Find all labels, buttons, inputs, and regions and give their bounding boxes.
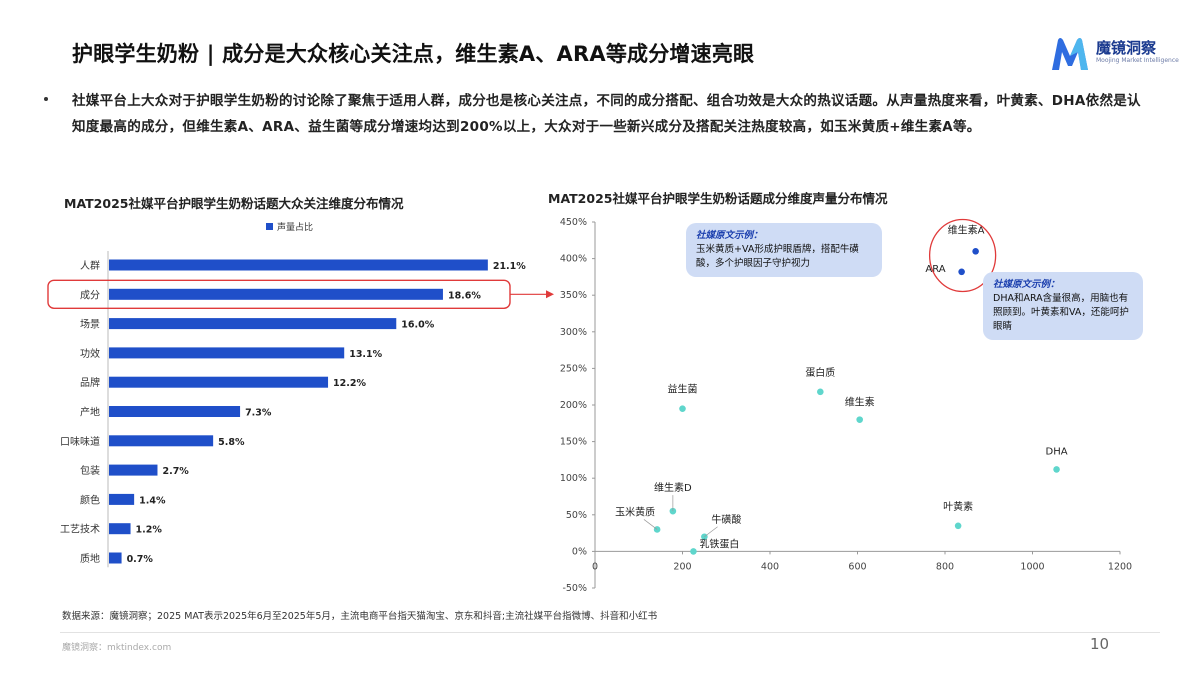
bar-chart-title: MAT2025社媒平台护眼学生奶粉话题大众关注维度分布情况 (64, 196, 404, 211)
scatter-chart: -50% 0% 50% 100% 150% 200% 250% 300% 350% 400% 450… (560, 217, 1132, 594)
bar (109, 376, 329, 388)
y-tick-label: 250% (560, 363, 587, 374)
bar-value-label: 16.0% (401, 320, 434, 331)
x-tick-label: 200 (673, 561, 691, 572)
bar-value-label: 21.1% (493, 261, 526, 272)
footer-site: 魔镜洞察：mktindex.com (62, 643, 172, 653)
category-label: 品牌 (80, 376, 100, 389)
category-label: 功效 (80, 347, 100, 360)
x-tick-label: 800 (936, 561, 954, 572)
point-label: 益生菌 (668, 383, 698, 396)
footer-divider (60, 632, 1160, 633)
x-tick-label: 400 (761, 561, 779, 572)
logo-mark-icon (1052, 38, 1088, 70)
bar-value-label: 18.6% (448, 290, 481, 301)
bar-value-label: 1.4% (139, 495, 166, 506)
point-label: 玉米黄质 (615, 505, 655, 518)
category-label: 颜色 (80, 493, 100, 506)
bar (109, 288, 443, 300)
data-source-note: 数据来源：魔镜洞察；2025 MAT表示2025年6月至2025年5月，主流电商… (62, 611, 658, 622)
category-label: 产地 (80, 406, 100, 419)
bar-value-label: 5.8% (218, 437, 245, 448)
point-label: 叶黄素 (943, 500, 973, 513)
bar (109, 552, 122, 564)
point-label: 维生素 (845, 396, 875, 409)
x-tick-label: 600 (848, 561, 866, 572)
y-tick-label: 150% (560, 437, 587, 448)
y-tick-label: -50% (562, 583, 587, 594)
category-label: 工艺技术 (60, 523, 100, 536)
category-label: 成分 (80, 289, 100, 301)
category-label: 场景 (80, 318, 100, 331)
bar-value-label: 12.2% (333, 378, 366, 389)
point-label: 维生素A (948, 223, 985, 236)
scatter-point (1053, 466, 1060, 473)
callout-text: DHA和ARA含量很高，用脑也有照顾到。叶黄素和VA，还能呵护眼睛 (993, 293, 1129, 332)
scatter-point (679, 405, 686, 412)
point-label: ARA (925, 264, 945, 275)
page-title: 护眼学生奶粉 | 成分是大众核心关注点，维生素A、ARA等成分增速亮眼 (72, 42, 755, 66)
leader-line (643, 519, 658, 530)
bar (109, 435, 214, 447)
callout-example-1: 社媒原文示例： 玉米黄质+VA形成护眼盾牌，搭配牛磺酸，多个护眼因子守护视力 (686, 223, 882, 277)
bar-value-label: 0.7% (127, 554, 154, 565)
y-tick-label: 300% (560, 327, 587, 338)
bar (109, 493, 135, 505)
scatter-point (972, 247, 979, 255)
y-tick-label: 200% (560, 400, 587, 411)
legend-swatch (266, 223, 273, 230)
summary-text: 社媒平台上大众对于护眼学生奶粉的讨论除了聚焦于适用人群，成分也是核心关注点，不同… (72, 93, 1141, 135)
bar (109, 347, 345, 359)
logo-subtitle: Moojing Market Intelligence (1096, 57, 1179, 64)
point-label: 牛磺酸 (711, 513, 741, 526)
x-tick-label: 1000 (1020, 561, 1044, 572)
category-label: 人群 (80, 259, 100, 272)
bar (109, 406, 241, 417)
callout-text: 玉米黄质+VA形成护眼盾牌，搭配牛磺酸，多个护眼因子守护视力 (696, 244, 859, 269)
scatter-point (954, 522, 962, 530)
bar (109, 523, 131, 535)
y-tick-label: 50% (566, 510, 587, 521)
category-label: 包装 (80, 464, 100, 477)
logo-name: 魔镜洞察 (1096, 39, 1157, 57)
logo: 魔镜洞察 Moojing Market Intelligence (1048, 34, 1179, 74)
y-tick-label: 400% (560, 254, 587, 265)
x-tick-label: 0 (592, 561, 598, 572)
bar-value-label: 2.7% (162, 466, 189, 477)
scatter-point (817, 388, 824, 396)
page-number: 10 (1090, 635, 1110, 653)
scatter-chart-title: MAT2025社媒平台护眼学生奶粉话题成分维度声量分布情况 (548, 191, 888, 206)
bar-value-label: 13.1% (349, 349, 382, 360)
bar (109, 464, 158, 476)
leader-line (704, 526, 718, 538)
y-tick-label: 450% (560, 217, 587, 228)
x-tick-label: 1200 (1108, 561, 1132, 572)
y-tick-label: 350% (560, 290, 587, 301)
y-tick-label: 100% (560, 473, 587, 484)
scatter-point (669, 507, 677, 515)
scatter-point (690, 548, 697, 555)
y-tick-label: 0% (572, 546, 587, 557)
arrow-head-icon (546, 290, 554, 299)
bullet-icon (44, 97, 48, 101)
bar (109, 259, 488, 271)
bar-value-label: 1.2% (136, 525, 163, 536)
category-label: 质地 (80, 552, 100, 565)
callout-title: 社媒原文示例： (696, 230, 763, 241)
bar-value-label: 7.3% (245, 408, 272, 419)
scatter-point (856, 416, 863, 423)
bar (109, 318, 397, 330)
scatter-point (958, 268, 965, 276)
point-label: 维生素D (654, 481, 692, 494)
legend-label: 声量占比 (277, 221, 313, 233)
point-label: 乳铁蛋白 (699, 537, 739, 550)
highlight-circle (928, 218, 997, 293)
point-label: DHA (1046, 446, 1068, 457)
callout-example-2: 社媒原文示例： DHA和ARA含量很高，用脑也有照顾到。叶黄素和VA，还能呵护眼… (983, 272, 1143, 340)
callout-title: 社媒原文示例： (993, 279, 1060, 290)
point-label: 蛋白质 (805, 366, 835, 379)
category-label: 口味味道 (60, 435, 100, 448)
